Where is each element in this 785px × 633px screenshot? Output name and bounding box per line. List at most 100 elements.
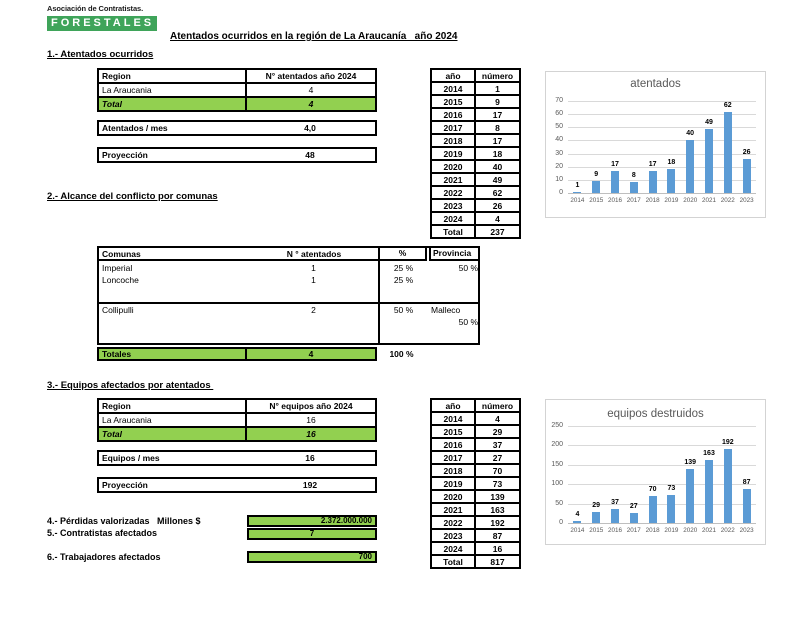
pct-cell: 50 % xyxy=(393,305,414,315)
logo-text-top: Asociación de Contratistas. xyxy=(47,4,144,13)
region-cell: La Araucania xyxy=(102,85,152,95)
number-cell: 26 xyxy=(492,200,503,211)
year-cell: Total xyxy=(432,556,476,567)
number-cell: 27 xyxy=(492,452,503,463)
bar-value-label: 1 xyxy=(575,181,580,189)
year-cell: 2021 xyxy=(432,174,476,185)
axis-baseline xyxy=(568,523,756,524)
year-cell: 2016 xyxy=(432,109,476,120)
bar-value-label: 40 xyxy=(686,130,695,138)
projection-label: Proyección xyxy=(102,150,148,160)
item5-value: 7 xyxy=(309,529,315,538)
chart-title: equipos destruidos xyxy=(607,408,704,420)
gridline xyxy=(568,101,756,102)
bar-2023 xyxy=(742,158,751,193)
x-tick-label: 2023 xyxy=(739,527,754,534)
number-cell: 4 xyxy=(495,413,500,424)
comuna-cell: Imperial xyxy=(102,263,133,273)
bar-2022 xyxy=(723,111,732,193)
x-tick-label: 2017 xyxy=(626,197,641,204)
number-cell: 192 xyxy=(490,517,505,528)
bar-value-label: 49 xyxy=(705,118,713,126)
equipos-year-table: año número 2014 4 2015 29 2016 37 2017 27 2018 70 20… xyxy=(430,398,521,569)
bar-value-label: 4 xyxy=(575,511,580,519)
bar-2014 xyxy=(573,521,582,523)
n-cell: 1 xyxy=(311,275,316,285)
item4-label: 4.- Pérdidas valorizadas Millones $ xyxy=(47,516,201,526)
y-tick-label: 50 xyxy=(555,499,563,507)
bar-2016 xyxy=(611,508,619,523)
item6-value: 700 xyxy=(358,552,372,561)
year-cell: 2017 xyxy=(432,452,476,463)
x-tick-label: 2019 xyxy=(664,197,679,204)
number-cell: 18 xyxy=(492,148,503,159)
year-cell: 2022 xyxy=(432,187,476,198)
pct-cell: 25 % xyxy=(393,275,414,285)
totals-pct-cell: 100 % xyxy=(389,349,414,359)
x-tick-label: 2023 xyxy=(739,197,754,204)
bar-2018 xyxy=(648,170,657,193)
bar-value-label: 163 xyxy=(703,449,715,457)
row-divider xyxy=(99,302,478,304)
year-cell: año xyxy=(432,70,476,81)
bar-2015 xyxy=(592,511,601,523)
number-cell: 139 xyxy=(490,491,505,502)
total-value-cell: 4 xyxy=(245,98,375,110)
number-cell: 49 xyxy=(492,174,503,185)
comuna-cell: Collipulli xyxy=(102,305,134,315)
gridline xyxy=(568,127,756,129)
year-cell: 2014 xyxy=(432,83,476,94)
atentados-per-month-box: Atentados / mes 4,0 xyxy=(97,120,377,136)
item5-value-box: 7 xyxy=(247,528,377,540)
number-cell: 1 xyxy=(495,83,500,94)
item6-value-box: 700 xyxy=(247,551,377,563)
y-tick-label: 200 xyxy=(551,441,563,449)
year-cell: 2016 xyxy=(432,439,476,450)
totals-value-cell: 4 xyxy=(245,349,375,359)
x-tick-label: 2018 xyxy=(645,527,660,534)
number-cell: 37 xyxy=(492,439,503,450)
equipos-chart: equipos destruidos 0 50 100 150 200 250 4 2014 29… xyxy=(545,399,766,545)
year-cell: 2020 xyxy=(432,491,476,502)
gridline xyxy=(568,140,756,142)
number-cell: 817 xyxy=(490,556,505,567)
x-tick-label: 2015 xyxy=(589,527,604,534)
number-cell: 9 xyxy=(495,96,500,107)
bar-2018 xyxy=(648,495,657,523)
pct-cell: 25 % xyxy=(393,263,414,273)
gridline xyxy=(568,464,756,466)
region-cell: La Araucania xyxy=(102,415,152,425)
bar-value-label: 139 xyxy=(684,459,697,467)
year-table-row: 2021 49 xyxy=(430,172,521,187)
bar-value-label: 62 xyxy=(723,101,732,109)
comunas-header-row: Comunas N ° atentados xyxy=(99,248,380,261)
year-cell: 2023 xyxy=(432,530,476,541)
gridline xyxy=(568,503,756,505)
value-cell: 16 xyxy=(245,414,375,426)
number-cell: 4 xyxy=(495,213,500,224)
x-tick-label: 2022 xyxy=(720,197,735,204)
bar-value-label: 70 xyxy=(648,485,657,493)
column-divider xyxy=(378,248,380,343)
bar-value-label: 73 xyxy=(667,484,676,492)
bar-2023 xyxy=(742,489,751,523)
number-cell: 17 xyxy=(492,109,503,120)
y-tick-label: 0 xyxy=(559,519,563,526)
year-cell: 2023 xyxy=(432,200,476,211)
y-tick-label: 150 xyxy=(551,460,563,468)
region-header-cell: Region xyxy=(102,71,131,81)
number-cell: 29 xyxy=(492,426,503,437)
projection-value: 192 xyxy=(302,480,318,490)
y-tick-label: 50 xyxy=(555,123,563,131)
year-cell: 2017 xyxy=(432,122,476,133)
atentados-year-table: año número 2014 1 2015 9 2016 17 2017 8 2018 17 2019… xyxy=(430,68,521,239)
item4-value-box: 2.372.000.000 xyxy=(247,515,377,527)
bar-value-label: 9 xyxy=(594,171,599,179)
item6-label: 6.- Trabajadores afectados xyxy=(47,552,161,562)
per-month-value: 4,0 xyxy=(304,123,316,133)
year-table-row: 2015 29 xyxy=(430,424,521,439)
year-table-row: Total 817 xyxy=(430,554,521,569)
value-cell: 4 xyxy=(245,84,375,96)
total-label-cell: Total xyxy=(102,429,122,439)
